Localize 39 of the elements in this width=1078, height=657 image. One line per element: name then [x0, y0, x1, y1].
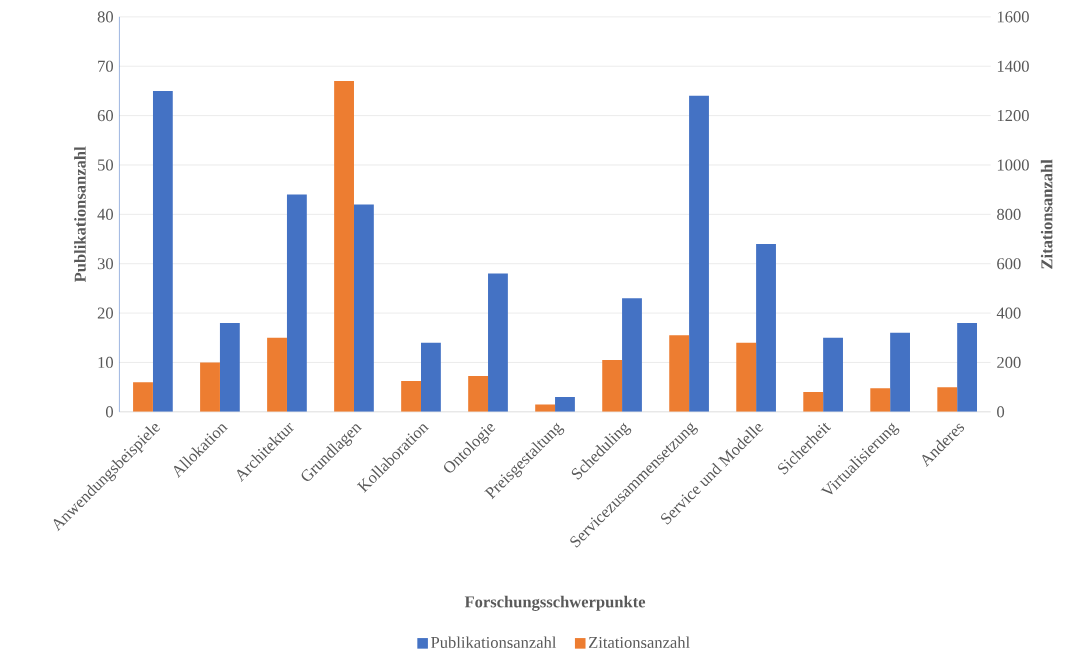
y-tick-label: 10	[98, 356, 113, 369]
y-tick-label: 30	[97, 258, 113, 270]
y2-axis-title: Zitationsanzahl	[1040, 159, 1053, 269]
y-tick-label: 70	[98, 60, 113, 72]
y-tick-label: 20	[97, 307, 113, 319]
y2-tick-label: 0	[997, 406, 1005, 418]
y2-tick-label: 1600	[997, 11, 1029, 23]
bar	[421, 342, 441, 412]
bar	[689, 95, 709, 412]
bar	[133, 382, 153, 412]
bar	[152, 90, 173, 412]
y-tick-label: 80	[97, 11, 113, 23]
bar	[823, 337, 843, 412]
legend-label: Publikationsanzahl	[431, 636, 557, 649]
y-tick-label: 60	[97, 110, 113, 122]
y2-tick-label: 400	[996, 307, 1021, 319]
bar	[957, 322, 978, 412]
y2-tick-label: 600	[997, 258, 1021, 270]
bar	[870, 388, 891, 412]
bar	[756, 244, 776, 412]
y2-tick-label: 200	[997, 356, 1021, 369]
bar	[937, 387, 958, 412]
bar	[890, 332, 910, 412]
bar	[488, 273, 508, 412]
y2-tick-label: 800	[997, 208, 1021, 220]
legend-label: Zitationsanzahl	[588, 636, 690, 649]
y2-tick-label: 1400	[997, 60, 1029, 72]
bar	[669, 335, 690, 412]
bar	[468, 376, 489, 412]
y2-tick-label: 1000	[997, 159, 1029, 171]
y-tick-label: 0	[105, 406, 113, 418]
bar	[803, 392, 824, 412]
x-axis-title: Forschungsschwerpunkte	[464, 595, 646, 611]
y-tick-label: 50	[98, 159, 113, 171]
y2-tick-label: 1200	[997, 110, 1029, 122]
bar	[286, 194, 307, 412]
y-tick-label: 40	[97, 208, 113, 220]
bar	[622, 298, 642, 412]
y-axis-title: Publikationsanzahl	[74, 146, 86, 283]
